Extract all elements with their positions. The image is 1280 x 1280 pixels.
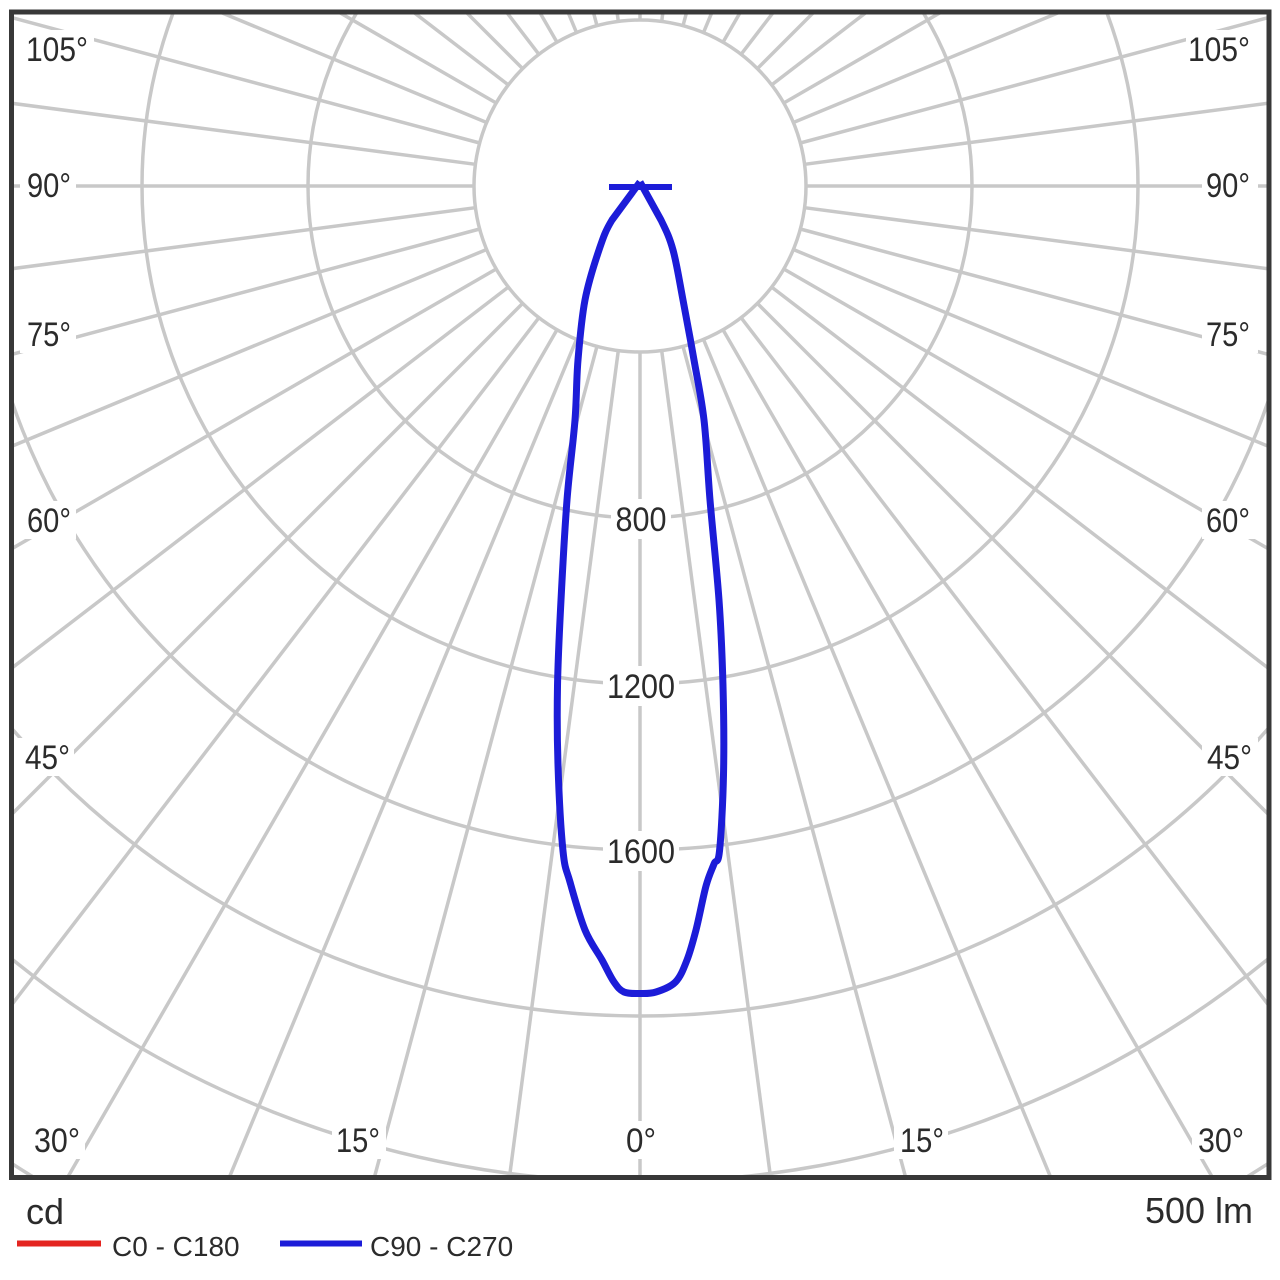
svg-text:75°: 75° <box>1206 316 1250 354</box>
svg-text:0°: 0° <box>626 1122 656 1160</box>
svg-text:90°: 90° <box>27 167 71 205</box>
svg-text:75°: 75° <box>27 316 71 354</box>
svg-text:105°: 105° <box>1188 31 1250 69</box>
svg-text:105°: 105° <box>26 31 88 69</box>
svg-text:1600: 1600 <box>607 833 675 871</box>
svg-text:30°: 30° <box>34 1122 80 1160</box>
svg-text:45°: 45° <box>25 739 70 777</box>
svg-text:cd: cd <box>26 1191 64 1232</box>
svg-text:C90 - C270: C90 - C270 <box>370 1231 513 1262</box>
svg-text:800: 800 <box>616 501 667 539</box>
svg-text:500 lm: 500 lm <box>1145 1190 1253 1231</box>
svg-text:60°: 60° <box>27 502 71 540</box>
svg-text:1200: 1200 <box>607 668 675 706</box>
svg-text:60°: 60° <box>1206 502 1250 540</box>
svg-text:15°: 15° <box>336 1122 380 1160</box>
svg-text:45°: 45° <box>1207 739 1252 777</box>
svg-text:C0 - C180: C0 - C180 <box>112 1231 240 1262</box>
svg-text:30°: 30° <box>1198 1122 1244 1160</box>
svg-text:15°: 15° <box>900 1122 944 1160</box>
svg-text:90°: 90° <box>1206 167 1250 205</box>
